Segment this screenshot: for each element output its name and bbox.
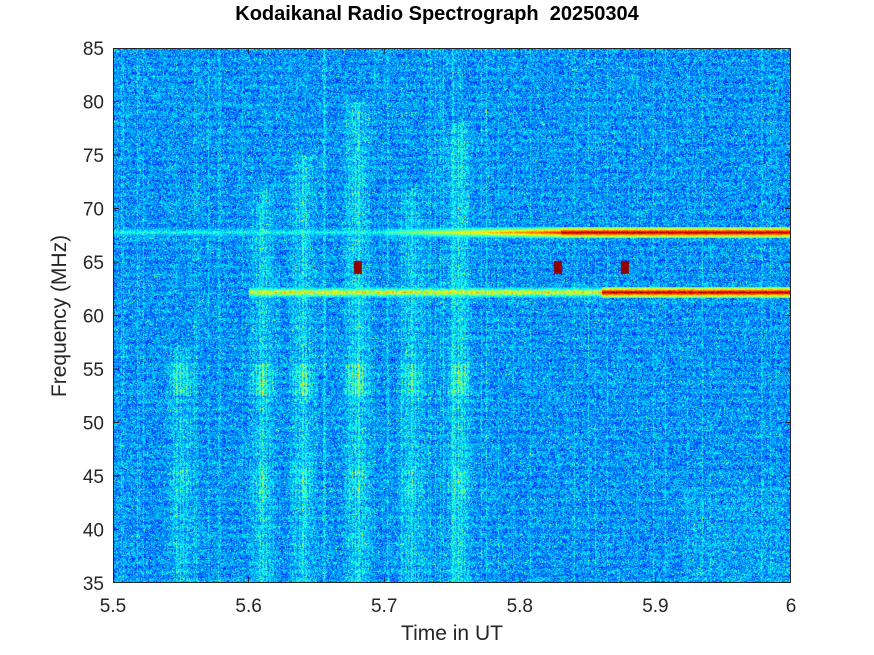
y-tick-label: 35 [83, 574, 104, 595]
y-tick-label: 75 [83, 146, 104, 167]
y-tick-label: 50 [83, 414, 104, 435]
x-tick-label: 5.9 [642, 596, 668, 617]
x-tick-label: 5.8 [507, 596, 533, 617]
x-tick-label: 5.7 [371, 596, 397, 617]
x-tick-label: 6 [786, 596, 797, 617]
spectrogram-plot-area [113, 48, 791, 583]
y-tick-label: 45 [83, 467, 104, 488]
y-tick-label: 85 [83, 39, 104, 60]
y-tick-label: 70 [83, 200, 104, 221]
y-tick-label: 65 [83, 253, 104, 274]
x-tick-label: 5.6 [235, 596, 261, 617]
y-tick-label: 60 [83, 307, 104, 328]
axes-frame [113, 48, 791, 583]
y-tick-label: 80 [83, 93, 104, 114]
x-axis-label: Time in UT [401, 622, 503, 645]
y-tick-label: 40 [83, 521, 104, 542]
x-tick-label: 5.5 [100, 596, 126, 617]
spectrogram-heatmap [113, 48, 791, 583]
chart-title: Kodaikanal Radio Spectrograph 20250304 [235, 3, 639, 25]
y-tick-label: 55 [83, 360, 104, 381]
y-axis-label: Frequency (MHz) [48, 234, 71, 398]
